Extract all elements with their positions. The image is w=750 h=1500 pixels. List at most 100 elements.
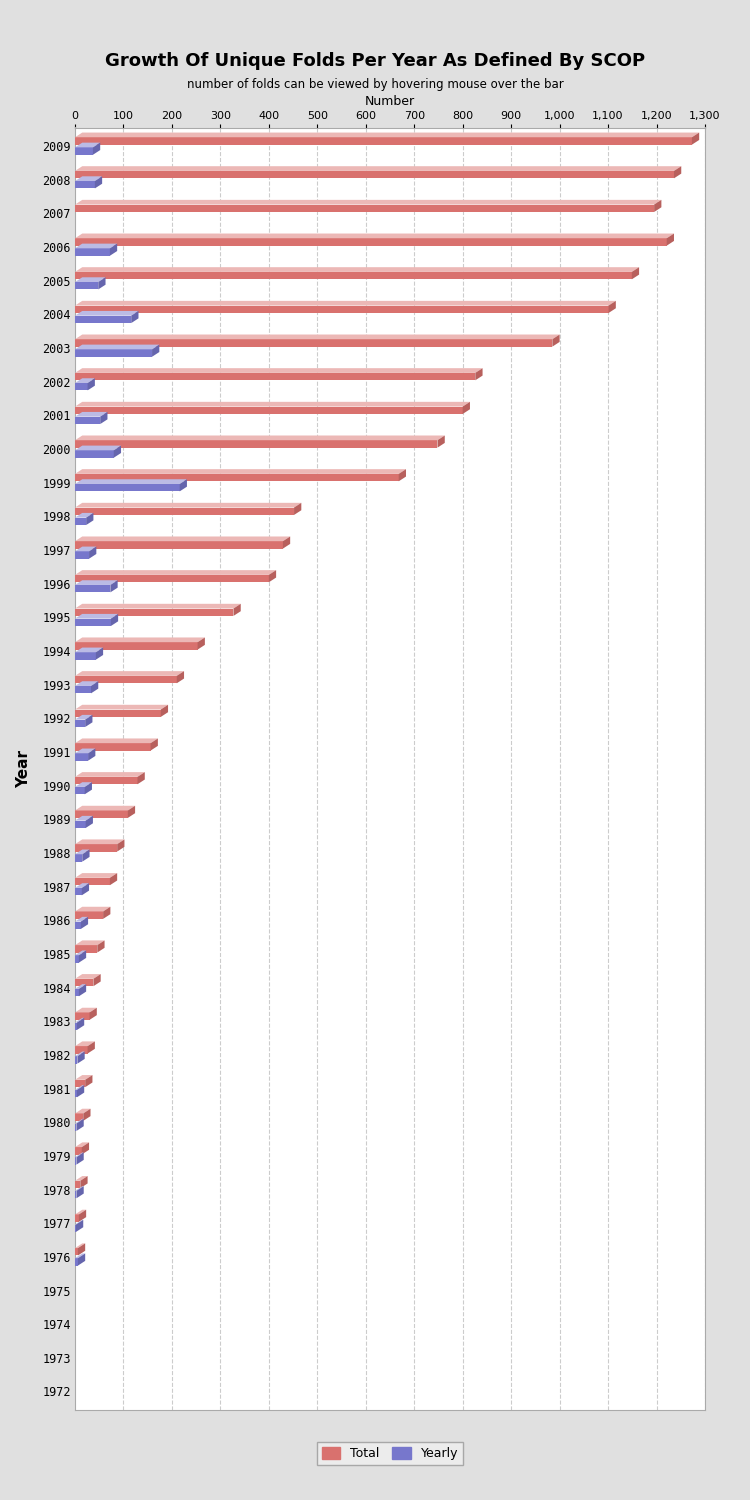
Polygon shape (88, 378, 94, 390)
Bar (75, 171, 674, 178)
Polygon shape (78, 1254, 86, 1266)
Bar (75, 138, 692, 144)
Bar (75, 1113, 83, 1120)
Bar (75, 350, 152, 357)
Bar (75, 406, 463, 414)
X-axis label: Number: Number (365, 94, 415, 108)
Polygon shape (103, 908, 110, 920)
Bar (75, 507, 294, 515)
Polygon shape (75, 816, 93, 821)
Polygon shape (399, 470, 406, 482)
Polygon shape (75, 1041, 94, 1046)
Bar (75, 1180, 80, 1188)
Polygon shape (88, 1041, 94, 1053)
Polygon shape (654, 200, 662, 211)
Polygon shape (110, 873, 117, 885)
Bar (75, 552, 89, 558)
Polygon shape (160, 705, 168, 717)
Bar (75, 788, 85, 795)
Polygon shape (89, 1008, 97, 1020)
Polygon shape (75, 951, 86, 956)
Bar (75, 440, 437, 447)
Polygon shape (75, 1209, 86, 1215)
Polygon shape (96, 648, 103, 660)
Bar (75, 921, 81, 928)
Polygon shape (75, 368, 482, 374)
Polygon shape (76, 1119, 84, 1131)
Bar (75, 945, 98, 952)
Polygon shape (197, 638, 205, 650)
Bar (75, 339, 552, 346)
Polygon shape (674, 166, 681, 178)
Polygon shape (75, 772, 145, 777)
Polygon shape (75, 142, 100, 147)
Bar (75, 1090, 77, 1098)
Polygon shape (75, 974, 100, 980)
Bar (75, 282, 98, 290)
Polygon shape (75, 840, 124, 844)
Bar (75, 988, 79, 996)
Polygon shape (75, 132, 699, 138)
Polygon shape (88, 748, 95, 760)
Bar (75, 450, 114, 458)
Polygon shape (75, 200, 662, 204)
Polygon shape (75, 580, 118, 585)
Bar (75, 1056, 77, 1064)
Polygon shape (75, 849, 89, 855)
Bar (75, 956, 79, 963)
Polygon shape (77, 1019, 84, 1031)
Polygon shape (75, 166, 681, 171)
Polygon shape (94, 177, 102, 189)
Bar (75, 306, 608, 314)
Polygon shape (437, 435, 445, 447)
Polygon shape (75, 310, 139, 315)
Polygon shape (79, 1209, 86, 1222)
Polygon shape (110, 243, 117, 255)
Polygon shape (77, 1052, 85, 1064)
Bar (75, 1013, 89, 1020)
Polygon shape (180, 480, 187, 492)
Polygon shape (79, 984, 86, 996)
Bar (75, 888, 82, 896)
Polygon shape (93, 142, 100, 154)
Bar (75, 652, 96, 660)
Bar (75, 1191, 76, 1198)
Polygon shape (632, 267, 639, 279)
Polygon shape (75, 402, 470, 406)
Polygon shape (75, 302, 616, 306)
Bar (75, 1080, 86, 1088)
Polygon shape (75, 345, 159, 350)
Text: Growth Of Unique Folds Per Year As Defined By SCOP: Growth Of Unique Folds Per Year As Defin… (105, 53, 645, 70)
Polygon shape (608, 302, 616, 313)
Bar (75, 676, 177, 684)
Polygon shape (75, 1052, 85, 1056)
Bar (75, 585, 110, 592)
Bar (75, 753, 88, 760)
Polygon shape (283, 537, 290, 549)
Bar (75, 182, 94, 189)
Polygon shape (75, 916, 88, 921)
Polygon shape (463, 402, 470, 414)
Polygon shape (86, 1076, 92, 1088)
Polygon shape (75, 1108, 91, 1113)
Polygon shape (75, 806, 135, 810)
Polygon shape (86, 716, 92, 728)
Bar (75, 1258, 78, 1266)
Bar (75, 374, 476, 381)
Polygon shape (552, 334, 560, 346)
Bar (75, 777, 137, 784)
Bar (75, 542, 283, 549)
Bar (75, 1215, 79, 1222)
Bar (75, 912, 103, 920)
Polygon shape (152, 345, 159, 357)
Bar (75, 382, 88, 390)
Polygon shape (75, 413, 107, 417)
Polygon shape (75, 1176, 88, 1180)
Bar (75, 853, 82, 861)
Polygon shape (75, 1143, 89, 1148)
Polygon shape (75, 716, 92, 720)
Polygon shape (82, 849, 89, 861)
Polygon shape (94, 974, 100, 986)
Polygon shape (75, 748, 95, 753)
Polygon shape (100, 413, 107, 424)
